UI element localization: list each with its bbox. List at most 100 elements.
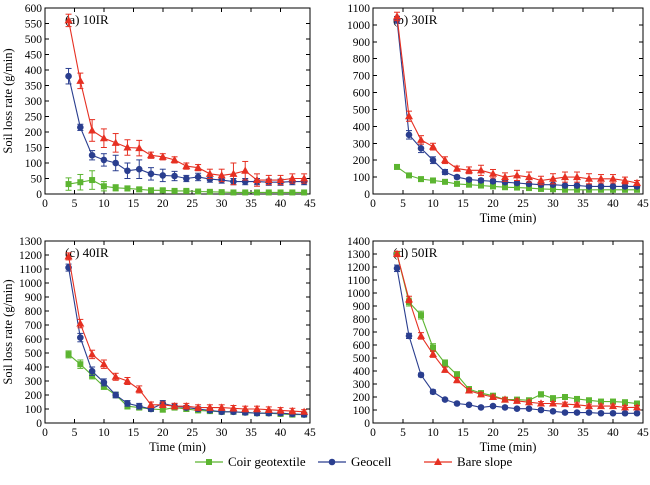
panel-d-series-bare-slope-triangle-marker [561, 399, 569, 408]
panel-b-series-bare-slope-triangle-marker [477, 166, 485, 174]
panel-d-y-tick-label: 500 [353, 353, 371, 365]
panel-d-series-coir-geotextile-square-marker [430, 344, 436, 351]
panel-a-series-bare-slope-triangle-marker [135, 143, 144, 152]
panel-c-series-bare-slope-triangle-marker [158, 400, 167, 408]
panel-a-series-bare-slope-triangle-marker [205, 169, 214, 177]
panel-c-y-tick-label: 500 [25, 348, 43, 360]
panel-a-y-tick-label: 250 [25, 112, 43, 124]
panel-a-x-tick-label: 15 [128, 198, 140, 210]
panel-d-x-tick-label: 15 [457, 427, 469, 439]
panel-a-series-geocell-circle-marker [206, 175, 214, 183]
panel-b-series-coir-geotextile-square-marker [406, 172, 412, 179]
panel-d-series-bare-slope-triangle-marker [453, 375, 461, 384]
panel-a-x-tick-label: 0 [42, 198, 48, 210]
panel-b-y-tick-label: 500 [353, 104, 371, 116]
panel-c-x-axis-label: Time (min) [149, 440, 206, 454]
panel-a-series-geocell-circle-marker [124, 167, 131, 175]
panel-a-series-geocell-circle-marker [88, 151, 96, 159]
panel-d-series-coir-geotextile-square-marker [538, 391, 544, 398]
panel-a-y-tick-label: 500 [25, 34, 43, 46]
panel-b-series-coir-geotextile-square-marker [430, 177, 436, 184]
panel-b-series-coir-geotextile-square-marker [562, 186, 568, 193]
panel-a-y-tick-label: 50 [31, 174, 43, 186]
panel-a-series-bare-slope-triangle-marker [288, 174, 297, 182]
panel-c-y-tick-label: 1300 [19, 236, 42, 248]
panel-b-series-bare-slope-triangle-marker [537, 176, 545, 184]
panel-d-series-geocell-circle-marker [585, 409, 593, 416]
panel-c-series-bare-slope [64, 252, 309, 415]
panel-a-series-coir-geotextile [65, 170, 308, 196]
panel-b-series-coir-geotextile-square-marker [442, 178, 448, 185]
panel-c-series-geocell-circle-marker [100, 379, 108, 386]
panel-d-x-axis-label: Time (min) [480, 440, 537, 454]
panel-a-y-tick-label: 400 [25, 65, 43, 77]
panel-c-series-bare-slope-triangle-marker [76, 319, 85, 327]
panel-a-x-tick-label: 35 [245, 198, 257, 210]
panel-b-series-geocell-circle-marker [549, 181, 557, 188]
panel-a-series-bare-slope-triangle-marker [88, 126, 97, 134]
panel-b-series-bare-slope-triangle-marker [609, 174, 617, 182]
panel-b-series-geocell-circle-marker [573, 182, 581, 189]
panel-d-series-bare-slope-triangle-marker [417, 331, 425, 339]
panel-b-series-bare-slope-triangle-marker [417, 135, 425, 143]
panel-b-series-coir-geotextile-square-marker [454, 180, 460, 187]
panel-d-series-geocell-circle-marker [405, 332, 413, 340]
panel-b-series-coir-geotextile-square-marker [490, 183, 496, 190]
panel-c-series-bare-slope-triangle-marker [135, 385, 144, 393]
panel-d-x-tick-label: 20 [487, 427, 499, 439]
panel-c-series-bare-slope-triangle-marker [300, 407, 309, 415]
panel-b-x-tick-label: 5 [400, 198, 406, 210]
panel-a-series-coir-geotextile-square-marker [218, 189, 225, 196]
panel-a-series-bare-slope-triangle-marker [217, 171, 226, 179]
panel-b-series-bare-slope-triangle-marker [465, 166, 473, 174]
panel-b-series-bare-slope-triangle-marker [549, 174, 557, 182]
panel-b-x-tick-label: 40 [607, 198, 619, 210]
panel-d-y-tick-label: 1100 [347, 275, 370, 287]
panel-d-series-coir-geotextile-square-marker [574, 395, 580, 402]
panel-a-series-geocell-circle-marker [147, 170, 155, 178]
panel-d-series-geocell-circle-marker [501, 404, 509, 411]
panel-c-series-coir-geotextile-square-marker [100, 383, 107, 390]
panel-d-series-geocell-circle-marker [393, 265, 401, 272]
panel-a-series-coir-geotextile-square-marker [100, 183, 107, 190]
panel-c-series-geocell [65, 263, 308, 418]
panel-a-series-bare-slope-triangle-marker [99, 134, 108, 142]
panel-b-y-tick-label: 900 [353, 37, 371, 49]
panel-c-x-tick-label: 10 [98, 427, 110, 439]
legend-item-bare-slope: Bare slope [424, 454, 512, 469]
panel-b-series-geocell-circle-marker [429, 156, 437, 164]
panel-a-y-tick-label: 150 [25, 143, 43, 155]
panel-b-series-geocell-circle-marker [405, 131, 413, 139]
panel-a-series-coir-geotextile-square-marker [195, 188, 202, 195]
panel-a-series-geocell-circle-marker [135, 165, 143, 173]
panel-b-series-bare-slope-triangle-marker [621, 176, 629, 184]
panel-d-series-geocell-circle-marker [633, 409, 641, 417]
panel-c-series-bare-slope-triangle-marker [147, 400, 155, 408]
panel-c-x-tick-label: 45 [304, 427, 316, 439]
panel-b-y-tick-label: 1000 [347, 20, 370, 32]
panel-a-y-tick-label: 350 [25, 81, 43, 93]
panel-c-series-bare-slope-triangle-marker [276, 406, 285, 414]
panel-d-title: (d) 50IR [393, 245, 438, 260]
panel-d-y-tick-label: 1200 [347, 262, 370, 274]
panel-d-x-tick-label: 40 [607, 427, 619, 439]
panel-d-y-tick-label: 700 [353, 327, 371, 339]
legend-item-geocell-label: Geocell [351, 454, 392, 469]
panel-a-series-coir-geotextile-square-marker [242, 189, 249, 196]
panel-d-series-bare-slope-triangle-marker [525, 398, 533, 406]
panel-d-series-bare-slope-triangle-marker [573, 400, 581, 408]
panel-d-frame [372, 240, 644, 424]
panel-a-series-coir-geotextile-square-marker [265, 189, 272, 196]
panel-b-y-tick-label: 300 [353, 138, 371, 150]
panel-a-x-tick-label: 30 [216, 198, 228, 210]
panel-b-series-bare-slope-triangle-marker [441, 155, 449, 164]
panel-b-y-tick-label: 1100 [347, 3, 370, 15]
panel-a-y-tick-label: 0 [36, 189, 42, 201]
panel-d-series-bare-slope [393, 249, 641, 411]
panel-d-series-coir-geotextile-square-marker [454, 371, 460, 378]
panel-d-x-tick-label: 5 [400, 427, 406, 439]
panel-a-series-geocell-circle-marker [100, 156, 108, 164]
panel-d-series-geocell [393, 264, 641, 417]
panel-c-series-coir-geotextile-square-marker [159, 406, 166, 413]
